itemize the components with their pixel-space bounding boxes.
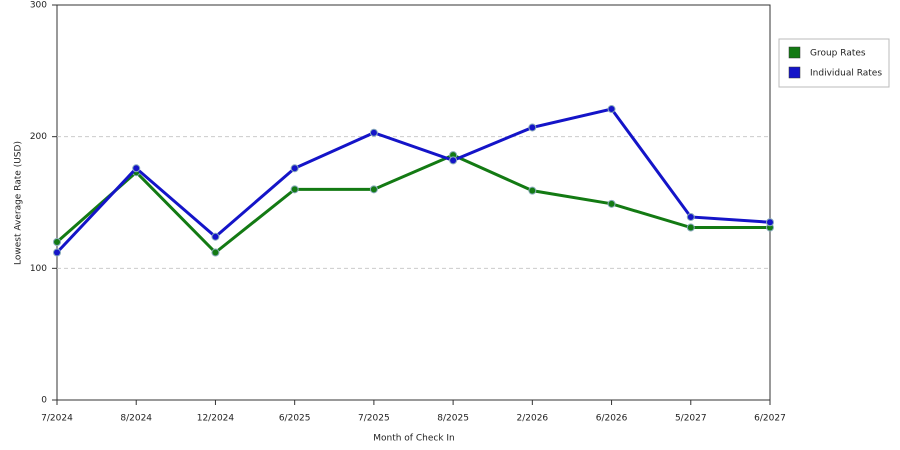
x-tick-label: 8/2025 <box>437 414 469 424</box>
x-tick-label: 5/2027 <box>675 414 707 424</box>
data-point <box>449 156 458 165</box>
data-point <box>686 223 695 232</box>
data-point <box>132 164 141 173</box>
x-tick-label: 2/2026 <box>516 414 548 424</box>
legend-swatch <box>788 46 801 59</box>
x-tick-label: 7/2025 <box>358 414 390 424</box>
data-point <box>290 185 299 194</box>
y-tick-label: 0 <box>41 396 47 406</box>
legend-box <box>778 38 890 88</box>
data-point <box>369 128 378 137</box>
x-tick-label: 8/2024 <box>120 414 152 424</box>
data-point <box>211 248 220 257</box>
legend-label: Individual Rates <box>810 69 882 79</box>
data-point <box>607 199 616 208</box>
x-tick-label: 6/2027 <box>754 414 786 424</box>
data-point <box>290 164 299 173</box>
plot-area <box>56 4 771 401</box>
x-tick-label: 12/2024 <box>197 414 235 424</box>
data-point <box>369 185 378 194</box>
y-tick-label: 200 <box>30 132 47 142</box>
data-point <box>528 123 537 132</box>
x-tick-label: 7/2024 <box>41 414 73 424</box>
data-point <box>607 105 616 114</box>
series-line <box>56 153 770 255</box>
x-axis-label: Month of Check In <box>373 434 455 444</box>
data-point <box>53 248 61 257</box>
y-tick-label: 300 <box>30 1 47 11</box>
data-point <box>766 218 774 227</box>
data-point <box>53 238 61 246</box>
x-tick-label: 6/2025 <box>279 414 311 424</box>
data-point <box>686 212 695 221</box>
series-line <box>55 107 771 254</box>
data-point <box>528 186 537 195</box>
x-tick-label: 6/2026 <box>596 414 628 424</box>
data-point <box>211 232 220 241</box>
legend-label: Group Rates <box>810 49 866 59</box>
y-axis-label: Lowest Average Rate (USD) <box>14 141 24 265</box>
legend-swatch <box>788 66 801 79</box>
y-tick-label: 100 <box>30 264 47 274</box>
